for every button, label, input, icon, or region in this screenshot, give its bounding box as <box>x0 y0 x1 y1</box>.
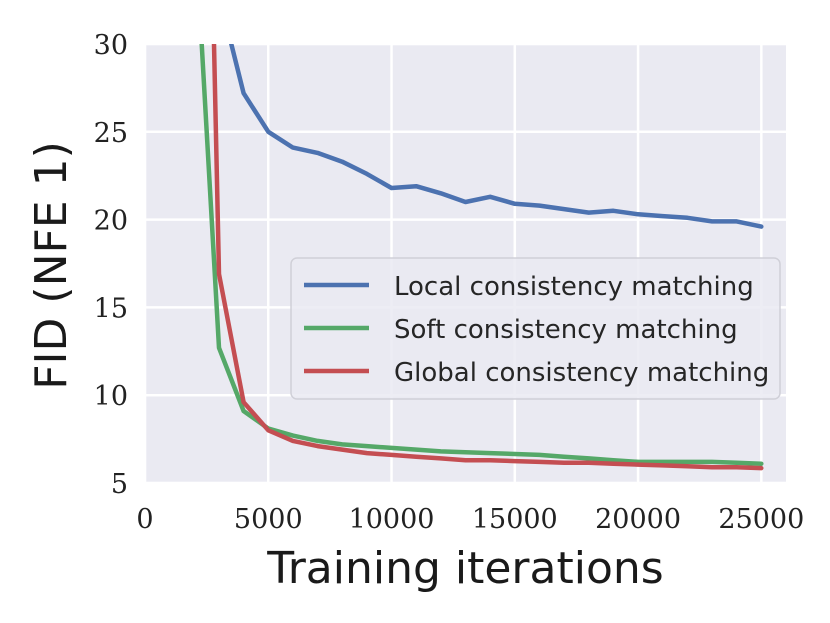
x-tick-label: 25000 <box>718 504 804 535</box>
x-axis-label: Training iterations <box>266 543 663 594</box>
legend-label: Soft consistency matching <box>394 315 738 345</box>
series-lines <box>199 44 764 471</box>
y-tick-label: 5 <box>111 469 128 500</box>
y-tick-label: 15 <box>94 293 128 324</box>
legend-frame <box>290 257 781 400</box>
x-tick-labels: 0 5000 10000 15000 20000 25000 <box>136 504 804 535</box>
y-tick-labels: 5 10 15 20 25 30 <box>94 30 128 500</box>
series-line-soft <box>199 44 764 466</box>
legend: Local consistency matching Soft consisten… <box>290 257 781 400</box>
y-tick-label: 20 <box>94 206 128 237</box>
y-tick-label: 10 <box>94 381 128 412</box>
y-tick-label: 30 <box>94 30 128 61</box>
y-tick-label: 25 <box>94 118 128 149</box>
x-tick-label: 5000 <box>234 504 303 535</box>
y-axis-label: FID (NFE 1) <box>26 141 77 390</box>
x-tick-label: 0 <box>136 504 153 535</box>
series-line-global <box>211 44 764 471</box>
legend-label: Local consistency matching <box>394 272 754 302</box>
legend-label: Global consistency matching <box>394 358 769 388</box>
x-tick-label: 15000 <box>472 504 558 535</box>
x-tick-label: 10000 <box>349 504 435 535</box>
x-tick-label: 20000 <box>595 504 681 535</box>
series-line-local <box>229 44 764 229</box>
